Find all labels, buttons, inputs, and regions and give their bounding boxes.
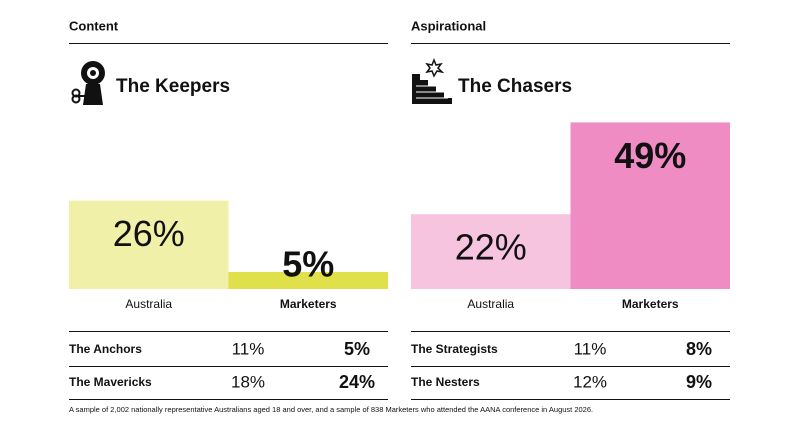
footnote: A sample of 2,002 nationally representat… <box>69 405 593 414</box>
row-australia: 18% <box>231 372 265 391</box>
row-marketers: 5% <box>344 339 370 359</box>
keepers-icon <box>71 61 105 105</box>
value-label: 49% <box>614 135 686 176</box>
bar <box>69 200 229 289</box>
row-name: The Strategists <box>411 342 498 356</box>
value-label: 26% <box>113 213 185 254</box>
row-australia: 11% <box>232 339 265 358</box>
chasers-icon <box>412 57 452 104</box>
row-marketers: 8% <box>686 339 712 359</box>
row-name: The Nesters <box>411 375 480 389</box>
bar <box>411 214 571 289</box>
section-label: Aspirational <box>411 18 486 33</box>
row-australia: 12% <box>573 372 607 391</box>
row-marketers: 24% <box>339 372 375 392</box>
category-label: Australia <box>125 297 172 311</box>
row-name: The Anchors <box>69 342 142 356</box>
category-label: Marketers <box>622 297 679 311</box>
group-title: The Keepers <box>116 76 230 97</box>
section-label: Content <box>69 18 119 33</box>
bar <box>570 122 730 290</box>
row-australia: 11% <box>574 339 607 358</box>
category-label: Australia <box>467 297 514 311</box>
row-marketers: 9% <box>686 372 712 392</box>
row-name: The Mavericks <box>69 375 152 389</box>
value-label: 5% <box>282 244 334 285</box>
group-title: The Chasers <box>458 76 572 97</box>
category-label: Marketers <box>280 297 337 311</box>
value-label: 22% <box>455 227 527 268</box>
bar <box>228 272 388 289</box>
